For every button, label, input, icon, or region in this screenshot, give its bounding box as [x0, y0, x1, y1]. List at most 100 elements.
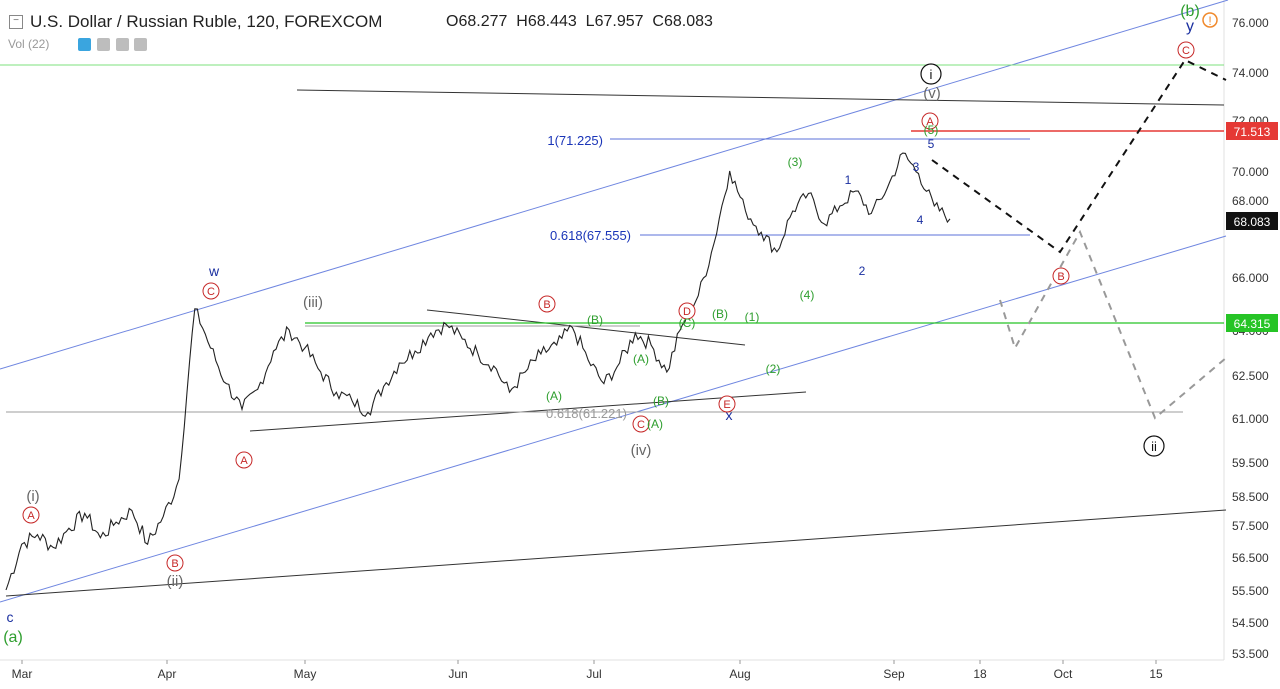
- wave-label: (2): [766, 362, 781, 376]
- wave-label-circle: [718, 395, 736, 413]
- time-tick-label: Sep: [883, 667, 905, 681]
- wave-label-circle: [1143, 435, 1165, 457]
- wave-label: A: [240, 455, 248, 467]
- close-icon[interactable]: [134, 38, 147, 51]
- fib-label-3: 0.618(61.221): [546, 406, 627, 421]
- wave-label: B: [171, 558, 178, 570]
- wave-label: C: [637, 419, 645, 431]
- wave-label: y: [1186, 18, 1194, 35]
- price-tick-label: 70.000: [1232, 165, 1269, 179]
- price-tag-box: [1226, 122, 1278, 140]
- price-tag-label: 68.083: [1234, 215, 1271, 229]
- wave-label: B: [543, 299, 550, 311]
- wave-label-circle: [1177, 41, 1195, 59]
- wave-label-circle: [166, 554, 184, 572]
- low-label: L: [585, 13, 595, 30]
- price-tag-label: 71.513: [1234, 125, 1271, 139]
- settings-icon[interactable]: [97, 38, 110, 51]
- upper-black-trend: [296, 89, 1225, 106]
- low-value: 67.957: [594, 13, 644, 30]
- price-tick-label: 56.500: [1232, 551, 1269, 565]
- projection-black-dashed: [931, 58, 1227, 254]
- high-label: H: [516, 13, 528, 30]
- price-tick-label: 55.500: [1232, 584, 1269, 598]
- channel-upper-line: [0, 0, 1229, 370]
- price-tick-label: 74.000: [1232, 66, 1269, 80]
- add-icon[interactable]: [116, 38, 129, 51]
- wave-label-circle: [678, 302, 696, 320]
- close-label: C: [652, 13, 664, 30]
- symbol-title[interactable]: U.S. Dollar / Russian Ruble, 120, FOREXC…: [30, 12, 383, 31]
- eye-icon[interactable]: [78, 38, 91, 51]
- wave-label: (A): [546, 389, 562, 403]
- long-trend-line: [5, 509, 1227, 597]
- time-tick-label: May: [294, 667, 317, 681]
- wave-label: D: [683, 306, 691, 318]
- price-tick-label: 58.500: [1232, 490, 1269, 504]
- price-series: [5, 152, 951, 591]
- wave-label: 1: [845, 173, 852, 187]
- wave-label: x: [726, 407, 733, 423]
- price-tick-label: 61.000: [1232, 412, 1269, 426]
- wave-label: (a): [3, 629, 23, 646]
- time-axis[interactable]: Mar Apr May Jun Jul Aug Sep 18 Oct 15: [12, 660, 1163, 681]
- wave-label: (v): [923, 85, 941, 102]
- price-tick-label: 66.000: [1232, 271, 1269, 285]
- wave-label: (ii): [167, 573, 184, 590]
- wave-label: (3): [788, 155, 803, 169]
- price-tag-label: 64.315: [1234, 317, 1271, 331]
- price-tag-box: [1226, 314, 1278, 332]
- wave-label: C: [207, 286, 215, 298]
- price-tick-label: 54.500: [1232, 616, 1269, 630]
- close-value: 68.083: [663, 13, 713, 30]
- wave-label: (b): [1180, 3, 1200, 20]
- price-tick-label: 57.500: [1232, 519, 1269, 533]
- wave-label: ii: [1151, 439, 1157, 454]
- wave-label: A: [926, 116, 934, 128]
- wave-label: B: [1057, 271, 1064, 283]
- fib-label-2: 0.618(67.555): [550, 228, 631, 243]
- wave-label: (1): [745, 310, 760, 324]
- time-tick-label: Jul: [586, 667, 601, 681]
- wave-label: w: [208, 263, 220, 279]
- high-value: 68.443: [527, 13, 577, 30]
- wave-label: 5: [928, 137, 935, 151]
- price-tick-label: 68.000: [1232, 194, 1269, 208]
- wave-label: (iv): [631, 442, 652, 459]
- alert-icon[interactable]: [1202, 12, 1218, 28]
- wave-label: c: [7, 609, 14, 625]
- open-value: 68.277: [458, 13, 508, 30]
- wave-label-circle: [921, 112, 939, 130]
- wave-label-circle: [920, 63, 942, 85]
- wave-label: (A): [647, 417, 663, 431]
- wave-label-circle: [1052, 267, 1070, 285]
- price-axis[interactable]: 76.00074.00072.00070.00068.00066.00064.0…: [1232, 16, 1269, 661]
- price-tags: 71.513 68.083 64.315: [1226, 122, 1278, 332]
- collapse-icon[interactable]: −: [9, 15, 23, 29]
- wave-label: 4: [917, 213, 924, 227]
- volume-indicator-label[interactable]: Vol (22): [8, 37, 50, 51]
- wave-labels: A B C A B C D E A C B (i) (ii) (iii) (iv) (v) (a) (b) (1) (…: [3, 3, 1200, 646]
- time-tick-label: 15: [1149, 667, 1163, 681]
- wave-label: i: [930, 67, 933, 82]
- fib-label-1: 1(71.225): [547, 133, 603, 148]
- wave-label: (5): [924, 123, 939, 137]
- price-tick-label: 76.000: [1232, 16, 1269, 30]
- wave-label: (i): [26, 488, 39, 505]
- wave-label: E: [723, 399, 730, 411]
- wave-label: (iii): [303, 294, 323, 311]
- ohlc-values: O68.277 H68.443 L67.957 C68.083: [446, 13, 713, 31]
- time-tick-label: Oct: [1054, 667, 1073, 681]
- wave-label-circle: [202, 282, 220, 300]
- wave-label: (A): [633, 352, 649, 366]
- wave-label-circle: [538, 295, 556, 313]
- time-tick-label: Aug: [729, 667, 750, 681]
- wave-label: (B): [712, 307, 728, 321]
- wave-label: (C): [679, 316, 696, 330]
- channel-lower-line: [0, 235, 1227, 603]
- wave-label: 3: [913, 160, 920, 174]
- time-tick-label: Jun: [448, 667, 467, 681]
- time-tick-label: Mar: [12, 667, 33, 681]
- wave-label: (B): [653, 394, 669, 408]
